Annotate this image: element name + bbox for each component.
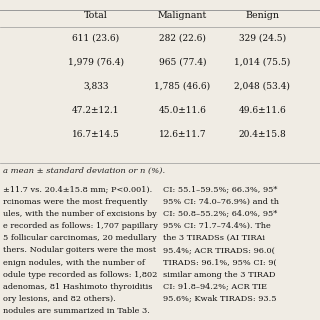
Text: 5 follicular carcinomas, 20 medullary: 5 follicular carcinomas, 20 medullary [3, 234, 157, 242]
Text: Benign: Benign [245, 12, 279, 20]
Text: 95% CI: 74.0–76.9%) and th: 95% CI: 74.0–76.9%) and th [163, 198, 279, 206]
Text: 329 (24.5): 329 (24.5) [239, 34, 286, 43]
Text: TIRADS: 96.1%, 95% CI: 9(: TIRADS: 96.1%, 95% CI: 9( [163, 259, 277, 267]
Text: Total: Total [84, 12, 108, 20]
Text: a mean ± standard deviation or n (%).: a mean ± standard deviation or n (%). [3, 167, 165, 175]
Text: the 3 TIRADSs (AI TIRAi: the 3 TIRADSs (AI TIRAi [163, 234, 265, 242]
Text: 49.6±11.6: 49.6±11.6 [238, 106, 286, 115]
Text: 1,785 (46.6): 1,785 (46.6) [154, 82, 211, 91]
Text: 3,833: 3,833 [83, 82, 109, 91]
Text: CI: 91.8–94.2%; ACR TIE: CI: 91.8–94.2%; ACR TIE [163, 283, 267, 291]
Text: 282 (22.6): 282 (22.6) [159, 34, 206, 43]
Text: 47.2±12.1: 47.2±12.1 [72, 106, 120, 115]
Text: adenomas, 81 Hashimoto thyroiditis: adenomas, 81 Hashimoto thyroiditis [3, 283, 153, 291]
Text: rcinomas were the most frequently: rcinomas were the most frequently [3, 198, 148, 206]
Text: 1,014 (75.5): 1,014 (75.5) [234, 58, 291, 67]
Text: Malignant: Malignant [158, 12, 207, 20]
Text: enign nodules, with the number of: enign nodules, with the number of [3, 259, 145, 267]
Text: ±11.7 vs. 20.4±15.8 mm; P<0.001).: ±11.7 vs. 20.4±15.8 mm; P<0.001). [3, 186, 152, 194]
Text: CI: 55.1–59.5%; 66.3%, 95*: CI: 55.1–59.5%; 66.3%, 95* [163, 186, 277, 194]
Text: thers. Nodular goiters were the most: thers. Nodular goiters were the most [3, 246, 156, 254]
Text: 20.4±15.8: 20.4±15.8 [238, 130, 286, 139]
Text: 12.6±11.7: 12.6±11.7 [159, 130, 206, 139]
Text: 95.4%; ACR TIRADS: 96.0(: 95.4%; ACR TIRADS: 96.0( [163, 246, 275, 254]
Text: nodules are summarized in Table 3.: nodules are summarized in Table 3. [3, 307, 150, 315]
Text: 95.6%; Kwak TIRADS: 93.5: 95.6%; Kwak TIRADS: 93.5 [163, 295, 277, 303]
Text: similar among the 3 TIRAD: similar among the 3 TIRAD [163, 271, 276, 279]
Text: 95% CI: 71.7–74.4%). The: 95% CI: 71.7–74.4%). The [163, 222, 271, 230]
Text: ory lesions, and 82 others).: ory lesions, and 82 others). [3, 295, 116, 303]
Text: e recorded as follows: 1,707 papillary: e recorded as follows: 1,707 papillary [3, 222, 158, 230]
Text: 611 (23.6): 611 (23.6) [72, 34, 120, 43]
Text: 965 (77.4): 965 (77.4) [159, 58, 206, 67]
Text: 45.0±11.6: 45.0±11.6 [158, 106, 206, 115]
Text: 1,979 (76.4): 1,979 (76.4) [68, 58, 124, 67]
Text: ules, with the number of excisions by: ules, with the number of excisions by [3, 210, 157, 218]
Text: 16.7±14.5: 16.7±14.5 [72, 130, 120, 139]
Text: odule type recorded as follows: 1,802: odule type recorded as follows: 1,802 [3, 271, 157, 279]
Text: 2,048 (53.4): 2,048 (53.4) [235, 82, 290, 91]
Text: CI: 50.8–55.2%; 64.0%, 95*: CI: 50.8–55.2%; 64.0%, 95* [163, 210, 277, 218]
